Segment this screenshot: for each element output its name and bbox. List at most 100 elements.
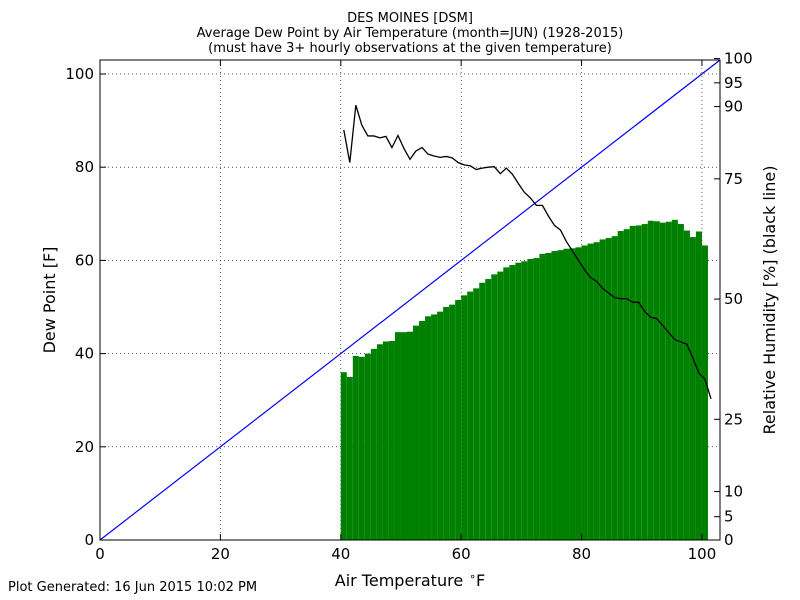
dewpoint-bar — [629, 225, 636, 541]
dewpoint-bar — [671, 219, 678, 540]
one-to-one-line — [99, 59, 721, 541]
title-line-1: DES MOINES [DSM] — [347, 11, 473, 26]
dewpoint-bar — [509, 265, 516, 540]
y-tick-label: 80 — [75, 158, 94, 176]
dewpoint-bar — [479, 282, 486, 540]
x-axis-degree-symbol: ∘ — [469, 570, 476, 583]
dewpoint-bar — [346, 376, 353, 540]
dewpoint-bar — [533, 258, 540, 540]
dewpoint-bars — [340, 219, 708, 541]
dewpoint-bar — [406, 331, 414, 540]
y-tick-label: 0 — [84, 531, 94, 549]
plot-frame — [99, 59, 721, 541]
y-tick-label: 60 — [75, 251, 94, 269]
rh-polyline — [343, 105, 712, 399]
dewpoint-bar — [376, 344, 383, 540]
dewpoint-bar — [689, 237, 696, 540]
dewpoint-bar — [497, 271, 504, 540]
dewpoint-bar — [449, 304, 456, 540]
dewpoint-bar — [587, 243, 594, 541]
dewpoint-bar — [467, 291, 474, 540]
dewpoint-bar — [599, 239, 606, 540]
y2-tick-label: 0 — [724, 531, 734, 549]
y2-tick-label: 100 — [724, 50, 753, 68]
dewpoint-bar — [527, 258, 534, 540]
dewpoint-bar — [521, 261, 528, 540]
chart-title: DES MOINES [DSM] Average Dew Point by Ai… — [197, 11, 624, 56]
x-tick-label: 40 — [331, 545, 350, 563]
dewpoint-bar — [641, 224, 648, 541]
y2-tick-label: 10 — [724, 483, 743, 501]
dewpoint-bar — [617, 231, 624, 541]
dewpoint-bar — [539, 253, 546, 540]
dewpoint-bar — [545, 252, 552, 540]
dewpoint-bar — [569, 248, 576, 540]
dewpoint-bar — [611, 236, 618, 540]
y2-axis-label: Relative Humidity [%] (black line) — [760, 166, 779, 435]
dewpoint-bar — [388, 341, 395, 540]
y-axis-label: Dew Point [F] — [40, 247, 59, 354]
x-tick-label: 80 — [572, 545, 591, 563]
dewpoint-bar — [394, 332, 401, 540]
dewpoint-bar — [551, 251, 558, 540]
title-line-2: Average Dew Point by Air Temperature (mo… — [197, 26, 624, 41]
dewpoint-bar — [491, 274, 498, 540]
dewpoint-bar — [455, 300, 462, 540]
dewpoint-bar — [364, 353, 371, 540]
y-tick-label: 100 — [65, 65, 94, 83]
x-tick-label: 20 — [211, 545, 230, 563]
dewpoint-bar — [437, 311, 444, 540]
x-axis-label-unit: F — [476, 571, 485, 590]
x-axis-ticks: 0 20 40 60 80 100 — [95, 60, 716, 563]
dewpoint-bar — [515, 262, 522, 540]
y-tick-label: 20 — [75, 438, 94, 456]
dewpoint-bar — [605, 238, 612, 541]
y2-tick-label: 75 — [724, 170, 743, 188]
y2-axis-ticks: 0 5 10 25 50 75 90 95 100 — [714, 50, 753, 549]
x-axis-label: Air Temperature ∘F — [335, 570, 486, 590]
y2-tick-label: 95 — [724, 74, 743, 92]
dewpoint-bar — [557, 250, 564, 540]
dewpoint-bar — [635, 225, 642, 540]
y2-tick-label: 90 — [724, 98, 743, 116]
dewpoint-bar — [677, 224, 684, 541]
dewpoint-bar — [581, 245, 588, 541]
dewpoint-bar — [370, 348, 377, 540]
dewpoint-bar — [659, 222, 666, 540]
y-axis-ticks: 0 20 40 60 80 100 — [65, 65, 106, 549]
dewpoint-bar — [563, 248, 570, 541]
dewpoint-bar — [485, 279, 492, 540]
dewpoint-bar — [695, 231, 702, 540]
y2-tick-label: 50 — [724, 290, 743, 308]
x-tick-label: 0 — [95, 545, 105, 563]
dewpoint-bar — [358, 356, 365, 540]
rh-line — [343, 105, 712, 399]
dewpoint-bar — [443, 306, 450, 540]
dewpoint-bar — [400, 332, 407, 540]
plot-generated-note: Plot Generated: 16 Jun 2015 10:02 PM — [8, 580, 257, 595]
dewpoint-bar — [419, 320, 426, 540]
dewpoint-bar — [473, 288, 480, 540]
title-line-3: (must have 3+ hourly observations at the… — [208, 41, 612, 56]
dewpoint-bar — [647, 220, 654, 540]
dewpoint-bar — [683, 230, 690, 540]
dewpoint-bar — [340, 372, 347, 540]
dewpoint-bar — [623, 229, 630, 541]
dewpoint-bar — [575, 247, 582, 540]
dewpoint-bar — [653, 221, 660, 540]
x-axis-label-text: Air Temperature — [335, 571, 463, 590]
dewpoint-bar — [701, 245, 708, 541]
dewpoint-bar — [352, 355, 359, 540]
dewpoint-bar — [382, 341, 389, 540]
dewpoint-bar — [665, 221, 672, 540]
x-tick-label: 60 — [452, 545, 471, 563]
dewpoint-bar — [431, 314, 438, 540]
dewpoint-bar — [503, 267, 510, 540]
reference-line — [99, 59, 721, 541]
x-tick-label: 100 — [688, 545, 717, 563]
y-tick-label: 40 — [75, 345, 94, 363]
dewpoint-bar — [593, 242, 600, 540]
dewpoint-bar — [413, 325, 420, 540]
